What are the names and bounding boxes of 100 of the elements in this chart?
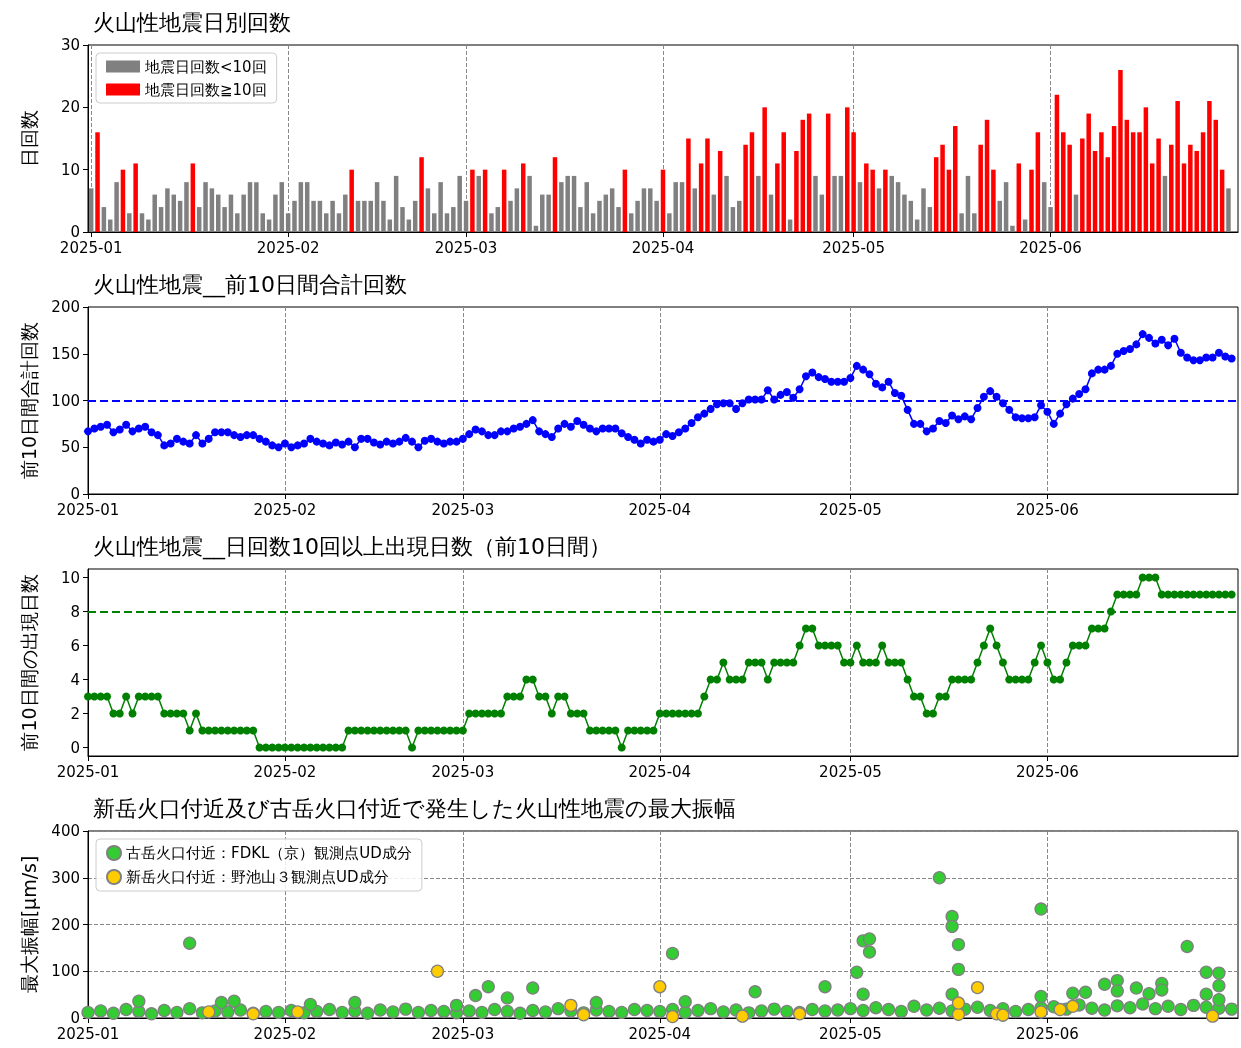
bar (184, 182, 189, 232)
bar (311, 200, 316, 232)
bar (514, 188, 520, 232)
bar (756, 175, 761, 232)
bar (444, 213, 450, 232)
bar (1099, 132, 1104, 232)
bar (991, 169, 996, 232)
bar (1137, 132, 1142, 232)
point (996, 1008, 1010, 1022)
bar (692, 188, 698, 232)
point (653, 980, 667, 994)
x-tick-label: 2025-02 (253, 500, 317, 519)
bar (508, 200, 513, 232)
bar (285, 213, 291, 232)
chart-title: 新岳火口付近及び古岳火口付近で発生した火山性地震の最大振幅 (93, 795, 736, 821)
x-tick-label: 2025-03 (431, 762, 495, 781)
bar (597, 200, 602, 232)
point (564, 998, 578, 1013)
bar (489, 213, 494, 232)
bar (527, 175, 532, 232)
bar (635, 200, 640, 232)
bar (628, 213, 634, 232)
y-tick-label: 100 (51, 391, 80, 410)
chart-title: 火山性地震日別回数 (93, 9, 291, 35)
bar (476, 175, 481, 232)
y-tick-label: 0 (70, 223, 80, 241)
bar (686, 138, 691, 232)
x-tick-label: 2025-03 (431, 500, 495, 519)
y-tick-label: 0 (70, 738, 80, 757)
x-tick-label: 2025-02 (253, 1024, 317, 1043)
y-tick-label: 0 (70, 485, 80, 503)
y-tick-label: 4 (70, 670, 80, 689)
point (1066, 999, 1080, 1013)
bar (616, 207, 621, 232)
x-tick-label: 2025-04 (631, 238, 695, 257)
chart-title: 火山性地震__日回数10回以上出現日数（前10日間） (93, 533, 611, 560)
x-tick-label: 2025-05 (822, 238, 885, 257)
x-tick-label: 2025-05 (819, 500, 882, 519)
x-tick-label: 2025-02 (253, 762, 317, 781)
bar (794, 150, 799, 232)
x-tick-label: 2025-03 (431, 1024, 495, 1043)
x-tick-label: 2025-04 (628, 762, 692, 781)
bar (978, 144, 983, 232)
bar (940, 144, 945, 232)
y-tick-label: 200 (51, 915, 80, 934)
x-tick-label: 2025-06 (1016, 762, 1079, 781)
bar (813, 175, 818, 232)
bar (762, 107, 767, 232)
bar (1207, 101, 1212, 232)
legend-label: 地震日回数<10回 (144, 57, 267, 76)
y-tick-label: 50 (60, 438, 80, 457)
x-tick-label: 2025-06 (1016, 1024, 1079, 1043)
bar (127, 213, 132, 232)
bar (724, 175, 729, 232)
y-tick-label: 100 (51, 962, 80, 981)
bar (114, 182, 119, 232)
bar (470, 169, 475, 232)
bar (641, 188, 647, 232)
point (291, 1005, 305, 1019)
y-tick-label: 30 (60, 36, 80, 54)
bar (1010, 225, 1015, 232)
y-tick-label: 2 (70, 704, 80, 723)
y-tick-label: 6 (70, 636, 80, 655)
legend-label: 新岳火口付近：野池山３観測点UD成分 (126, 868, 389, 886)
x-tick-label: 2025-01 (56, 500, 120, 519)
x-tick-label: 2025-04 (628, 500, 692, 519)
bar (400, 207, 405, 232)
x-tick-label: 2025-01 (59, 238, 123, 257)
bar (609, 188, 615, 232)
bar (705, 138, 710, 232)
bar (336, 213, 342, 232)
x-tick-label: 2025-05 (819, 762, 882, 781)
bar (959, 213, 964, 232)
x-tick-label: 2025-02 (256, 238, 320, 257)
bar (139, 213, 145, 232)
bar (1156, 138, 1161, 232)
y-tick-label: 10 (60, 568, 80, 587)
point (665, 1009, 680, 1024)
x-tick-label: 2025-06 (1019, 238, 1082, 257)
legend-label: 古岳火口付近：FDKL（京）観測点UD成分 (126, 844, 412, 862)
bar (743, 144, 748, 232)
bar (921, 188, 926, 232)
bar (876, 188, 882, 232)
point (202, 1005, 216, 1019)
point (1053, 1002, 1067, 1017)
bar (222, 207, 227, 232)
bar (95, 132, 100, 232)
bar (1118, 69, 1123, 232)
x-tick-label: 2025-01 (56, 1024, 120, 1043)
y-tick-label: 150 (51, 344, 80, 363)
point (735, 1009, 750, 1023)
y-tick-label: 10 (60, 160, 80, 179)
y-tick-label: 20 (60, 98, 80, 117)
bar (1226, 188, 1231, 232)
bar (1048, 207, 1053, 232)
y-axis-title: 前10日間の出現日数 (17, 574, 40, 751)
y-tick-label: 200 (51, 298, 80, 316)
y-axis-title: 前10日間合計回数 (17, 321, 40, 480)
bar (165, 188, 170, 232)
bar (133, 163, 138, 232)
